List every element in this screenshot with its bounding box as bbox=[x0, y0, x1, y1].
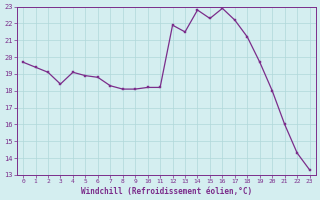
X-axis label: Windchill (Refroidissement éolien,°C): Windchill (Refroidissement éolien,°C) bbox=[81, 187, 252, 196]
